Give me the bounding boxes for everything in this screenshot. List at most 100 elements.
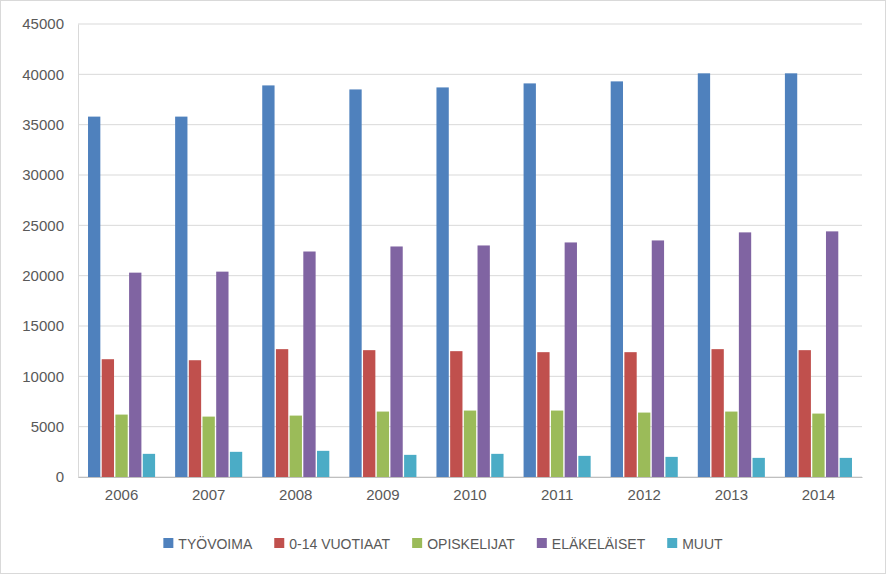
x-tick: 2011 [541, 477, 573, 503]
bar [115, 415, 127, 477]
x-tick-label: 2007 [192, 486, 225, 503]
bars [88, 73, 852, 477]
y-tick: 45000 [22, 15, 78, 32]
legend-item: 0-14 VUOTIAAT [274, 536, 390, 552]
bar [565, 242, 577, 477]
bar [799, 350, 811, 477]
legend-label: TYÖVOIMA [178, 535, 253, 552]
y-tick: 35000 [22, 116, 78, 133]
bar [230, 452, 242, 477]
bar [638, 413, 650, 477]
bar [611, 81, 623, 477]
plot: 0500010000150002000025000300003500040000… [22, 15, 862, 502]
bar [840, 458, 852, 477]
y-tick-label: 0 [56, 468, 64, 485]
x-tick: 2007 [192, 477, 225, 503]
y-tick: 10000 [22, 368, 78, 385]
x-tick: 2014 [802, 477, 835, 503]
legend-swatch [412, 538, 422, 548]
bar [753, 458, 765, 477]
legend-item: TYÖVOIMA [163, 535, 253, 552]
bar [88, 117, 100, 477]
bar [143, 454, 155, 477]
legend-label: OPISKELIJAT [427, 536, 515, 552]
y-tick-label: 35000 [22, 116, 64, 133]
x-tick-label: 2014 [802, 486, 835, 503]
bar [711, 349, 723, 477]
bar [175, 117, 187, 477]
x-tick: 2012 [628, 477, 661, 503]
legend-label: MUUT [682, 536, 723, 552]
grid-line [78, 124, 862, 125]
chart: 0500010000150002000025000300003500040000… [0, 0, 886, 574]
grid-line [78, 175, 862, 176]
bar [363, 350, 375, 477]
legend-label: ELÄKELÄISET [552, 536, 646, 552]
bar [812, 414, 824, 477]
bar [276, 349, 288, 477]
y-tick: 25000 [22, 217, 78, 234]
y-axis: 0500010000150002000025000300003500040000… [22, 15, 78, 485]
series [102, 349, 811, 477]
y-tick-label: 15000 [22, 317, 64, 334]
bar [478, 245, 490, 477]
legend: TYÖVOIMA 0-14 VUOTIAAT OPISKELIJAT ELÄKELÄI… [163, 535, 723, 552]
y-axis-line [78, 25, 79, 478]
bar [450, 351, 462, 477]
bar [785, 73, 797, 477]
legend-item: MUUT [667, 536, 723, 552]
x-tick: 2008 [279, 477, 312, 503]
y-tick: 0 [56, 468, 78, 485]
bar [404, 455, 416, 477]
x-tick-label: 2009 [366, 486, 399, 503]
bar [826, 231, 838, 477]
bar [652, 240, 664, 477]
bar [317, 451, 329, 477]
x-tick: 2010 [453, 477, 486, 503]
grid-line [78, 74, 862, 75]
x-tick: 2006 [105, 477, 138, 503]
y-tick-label: 40000 [22, 66, 64, 83]
bar [698, 73, 710, 477]
bar [216, 272, 228, 477]
grid [78, 24, 862, 477]
x-tick-label: 2010 [453, 486, 486, 503]
legend-swatch [667, 538, 677, 548]
x-tick: 2013 [715, 477, 748, 503]
chart-frame [1, 1, 886, 574]
y-tick: 40000 [22, 66, 78, 83]
x-axis: 2006 2007 2008 2009 2010 2011 2012 2013 2014 [79, 477, 863, 503]
y-tick: 30000 [22, 166, 78, 183]
legend-item: OPISKELIJAT [412, 536, 515, 552]
legend-label: 0-14 VUOTIAAT [289, 536, 390, 552]
bar [491, 454, 503, 477]
y-tick: 15000 [22, 317, 78, 334]
bar [551, 411, 563, 477]
x-tick-label: 2006 [105, 486, 138, 503]
grid-line [78, 225, 862, 226]
legend-swatch [274, 538, 284, 548]
x-tick-label: 2008 [279, 486, 312, 503]
legend-item: ELÄKELÄISET [537, 536, 646, 552]
bar [524, 83, 536, 477]
series [129, 231, 838, 477]
bar [203, 417, 215, 477]
bar [129, 273, 141, 477]
series [88, 73, 797, 477]
bar [102, 359, 114, 477]
y-tick-label: 45000 [22, 15, 64, 32]
grid-line [78, 24, 862, 25]
bar [349, 89, 361, 477]
bar [665, 457, 677, 477]
x-tick-label: 2011 [541, 486, 573, 503]
legend-swatch [163, 538, 173, 548]
bar [377, 412, 389, 477]
y-tick: 20000 [22, 267, 78, 284]
bar [303, 252, 315, 477]
y-tick-label: 25000 [22, 217, 64, 234]
legend-swatch [537, 538, 547, 548]
bar [290, 416, 302, 477]
series [143, 451, 852, 477]
y-tick-label: 30000 [22, 166, 64, 183]
bar [464, 411, 476, 477]
